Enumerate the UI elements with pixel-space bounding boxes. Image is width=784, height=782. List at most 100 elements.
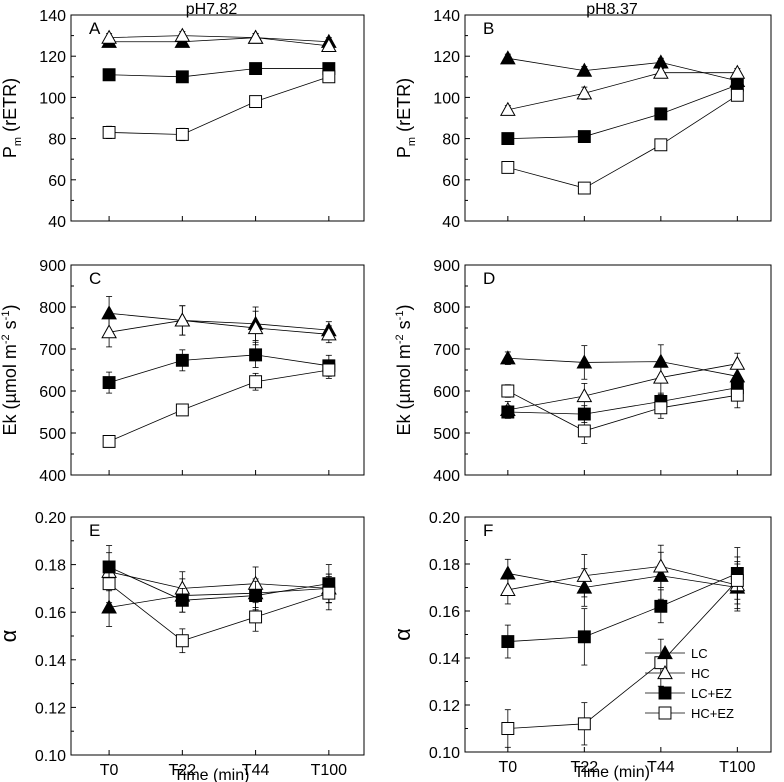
data-point (577, 130, 591, 143)
y-tick-label: 140 (433, 8, 460, 25)
series-line (507, 84, 738, 139)
series-hc-ez (501, 382, 744, 444)
y-tick-label: 80 (442, 132, 460, 149)
legend-label: HC (691, 666, 710, 681)
series-line (108, 369, 329, 442)
data-point (654, 401, 668, 415)
series-lc (499, 50, 746, 88)
y-tick-label: 400 (433, 468, 460, 485)
y-axis-label: Ek (µmol m-2 s-1) (394, 305, 414, 436)
panel-label: E (89, 521, 100, 540)
data-point (249, 348, 263, 362)
y-tick-label: 800 (39, 300, 66, 317)
data-point (174, 27, 191, 42)
series-hc-ez (501, 88, 744, 195)
series-line (109, 37, 329, 43)
y-axis-label: α (390, 628, 415, 641)
x-axis-label: Time (min) (574, 764, 650, 781)
y-tick-label: 60 (442, 173, 460, 190)
series-lc-ez (501, 78, 744, 146)
data-point (175, 128, 189, 141)
data-point (576, 85, 593, 100)
data-point (175, 70, 189, 84)
data-point (499, 581, 516, 596)
data-point (576, 354, 593, 369)
y-tick-label: 700 (39, 342, 66, 359)
series-hc-ez (102, 564, 336, 654)
y-tick-label: 0.20 (35, 510, 66, 527)
y-tick-label: 100 (39, 90, 66, 107)
y-tick-label: 600 (39, 384, 66, 401)
series-hc (499, 64, 746, 116)
data-point (101, 305, 117, 320)
y-tick-label: 700 (433, 342, 460, 359)
data-point (499, 101, 516, 116)
panel-label: C (89, 269, 101, 288)
y-tick-label: 60 (48, 173, 66, 190)
data-point (175, 403, 189, 417)
data-point (576, 62, 593, 77)
y-tick-label: 600 (433, 384, 460, 401)
data-point (576, 388, 593, 403)
series-lc (101, 29, 337, 48)
series-line (108, 583, 329, 642)
data-point (501, 160, 515, 174)
series-line (507, 390, 738, 432)
y-tick-label: 40 (442, 214, 460, 231)
data-point (247, 29, 264, 44)
data-point (249, 375, 263, 389)
x-tick-label: T22 (169, 762, 197, 779)
y-tick-label: 120 (39, 49, 66, 66)
data-point (102, 376, 116, 390)
data-point (102, 434, 116, 448)
data-point (102, 577, 116, 591)
y-tick-label: 0.18 (35, 558, 66, 575)
series-hc-ez (501, 556, 744, 748)
y-tick-label: 0.10 (35, 748, 66, 765)
data-point (501, 405, 515, 419)
plot-frame (464, 264, 772, 476)
data-point (654, 107, 668, 121)
x-tick-label: T44 (647, 759, 675, 776)
data-point (499, 50, 516, 65)
x-tick-label: T0 (100, 762, 119, 779)
y-axis-label: α (0, 629, 21, 642)
panel-title: pH8.37 (586, 1, 638, 18)
data-point (249, 95, 263, 108)
y-tick-label: 500 (433, 426, 460, 443)
y-tick-label: 0.10 (429, 745, 460, 762)
data-point (501, 722, 515, 735)
y-tick-label: 0.12 (429, 698, 460, 715)
panel-title: pH7.82 (186, 1, 238, 18)
x-tick-label: T22 (571, 759, 599, 776)
data-point (501, 635, 515, 648)
x-tick-label: T44 (242, 762, 270, 779)
data-point (102, 125, 116, 139)
data-point (730, 388, 744, 402)
series-hc (101, 27, 337, 52)
data-point (730, 88, 744, 102)
series-hc (101, 552, 337, 606)
series-hc-ez (102, 70, 336, 142)
series-line (507, 580, 738, 729)
x-tick-label: T100 (311, 762, 348, 779)
legend-marker (658, 686, 672, 700)
legend-marker (658, 706, 672, 720)
series-line (109, 571, 329, 589)
data-point (577, 424, 591, 438)
y-tick-label: 900 (433, 258, 460, 275)
legend-marker (657, 644, 673, 660)
series-line (507, 573, 738, 588)
series-lc-ez (102, 62, 336, 84)
y-tick-label: 40 (48, 214, 66, 231)
data-point (174, 312, 191, 327)
data-point (730, 574, 744, 587)
data-point (322, 586, 336, 600)
data-point (577, 181, 591, 195)
legend-marker (657, 664, 673, 680)
data-point (577, 630, 591, 644)
panel-f: 0.10 0.12 0.14 0.16 0.18 0.20 T0 T22 T44 T100 Fα Ti… (390, 510, 772, 781)
data-point (577, 407, 591, 421)
